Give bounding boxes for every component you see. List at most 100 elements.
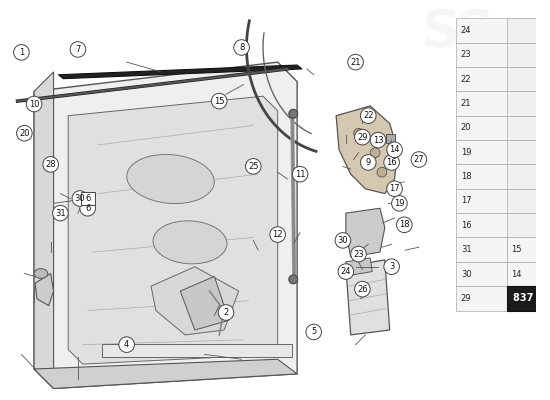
Circle shape — [384, 155, 399, 170]
Bar — [456, 140, 550, 164]
Bar — [507, 262, 550, 286]
Circle shape — [234, 40, 249, 55]
Circle shape — [289, 109, 298, 118]
Text: 14: 14 — [389, 145, 400, 154]
Polygon shape — [68, 96, 278, 364]
Text: 13: 13 — [373, 136, 383, 144]
Polygon shape — [346, 258, 372, 276]
Ellipse shape — [153, 221, 227, 264]
Text: 27: 27 — [414, 155, 424, 164]
Text: 6: 6 — [85, 204, 90, 213]
Text: 25: 25 — [248, 162, 258, 171]
Text: 20: 20 — [19, 129, 30, 138]
Bar — [507, 213, 550, 238]
Text: 21: 21 — [461, 99, 471, 108]
Text: 30: 30 — [338, 236, 348, 245]
Text: 23: 23 — [353, 250, 364, 258]
Text: 28: 28 — [45, 160, 56, 169]
Text: 31: 31 — [55, 209, 65, 218]
Text: 5: 5 — [311, 328, 316, 336]
Ellipse shape — [34, 269, 48, 278]
Text: 15: 15 — [214, 96, 224, 106]
Circle shape — [218, 305, 234, 320]
Polygon shape — [151, 267, 239, 335]
Circle shape — [245, 158, 261, 174]
Text: 16: 16 — [461, 221, 471, 230]
Circle shape — [289, 275, 298, 284]
Circle shape — [292, 166, 308, 182]
Text: 15: 15 — [512, 245, 522, 254]
Text: a passion for parts: a passion for parts — [133, 230, 277, 244]
Bar — [456, 18, 550, 43]
Text: 8: 8 — [239, 43, 244, 52]
Bar — [507, 189, 550, 213]
Polygon shape — [34, 72, 53, 388]
Circle shape — [351, 246, 366, 262]
Text: 837 02: 837 02 — [513, 293, 550, 303]
Polygon shape — [180, 276, 229, 330]
Text: 12: 12 — [272, 230, 283, 239]
Circle shape — [355, 129, 370, 145]
Text: 4: 4 — [124, 340, 129, 349]
Circle shape — [270, 227, 285, 242]
Text: 19: 19 — [394, 199, 405, 208]
Bar — [456, 43, 550, 67]
Text: 22: 22 — [363, 111, 373, 120]
Polygon shape — [34, 359, 297, 388]
Text: 10: 10 — [29, 100, 40, 108]
Circle shape — [411, 152, 427, 167]
Text: 7: 7 — [75, 45, 81, 54]
Text: 30: 30 — [461, 270, 471, 278]
Circle shape — [70, 42, 86, 57]
Circle shape — [26, 96, 42, 112]
Text: 3: 3 — [389, 262, 394, 271]
Polygon shape — [34, 62, 297, 388]
Text: 14: 14 — [512, 270, 522, 278]
Circle shape — [392, 196, 407, 211]
Bar — [507, 164, 550, 189]
Circle shape — [14, 44, 29, 60]
Bar — [456, 67, 550, 91]
Bar — [102, 344, 292, 357]
Text: 17: 17 — [389, 184, 400, 193]
Bar — [507, 116, 550, 140]
Polygon shape — [35, 274, 53, 306]
Bar — [507, 43, 550, 67]
Ellipse shape — [126, 154, 214, 204]
Circle shape — [119, 337, 134, 352]
Bar — [81, 192, 95, 205]
Bar — [507, 18, 550, 43]
Bar — [456, 262, 507, 286]
Circle shape — [72, 191, 87, 206]
Circle shape — [80, 200, 96, 216]
Bar — [456, 164, 550, 189]
Text: 21: 21 — [350, 58, 361, 67]
Bar — [456, 91, 550, 116]
Circle shape — [387, 142, 403, 158]
Text: 17: 17 — [461, 196, 471, 206]
Circle shape — [360, 155, 376, 170]
Text: 9: 9 — [366, 158, 371, 167]
Text: 24: 24 — [340, 267, 351, 276]
Polygon shape — [346, 208, 385, 257]
Text: 6: 6 — [85, 194, 90, 203]
Bar — [456, 189, 550, 213]
Circle shape — [360, 108, 376, 124]
Polygon shape — [336, 106, 398, 194]
Circle shape — [306, 324, 322, 340]
Text: 11: 11 — [295, 170, 305, 179]
Circle shape — [355, 281, 370, 297]
Circle shape — [335, 233, 351, 248]
Polygon shape — [346, 260, 390, 335]
Text: 31: 31 — [461, 245, 471, 254]
Text: 23: 23 — [461, 50, 471, 59]
Text: SS: SS — [421, 7, 494, 59]
Circle shape — [387, 181, 403, 196]
Circle shape — [43, 157, 58, 172]
Bar — [507, 91, 550, 116]
Circle shape — [377, 167, 387, 177]
Polygon shape — [58, 65, 302, 79]
Bar — [456, 116, 550, 140]
Text: 24: 24 — [461, 26, 471, 35]
Circle shape — [16, 126, 32, 141]
